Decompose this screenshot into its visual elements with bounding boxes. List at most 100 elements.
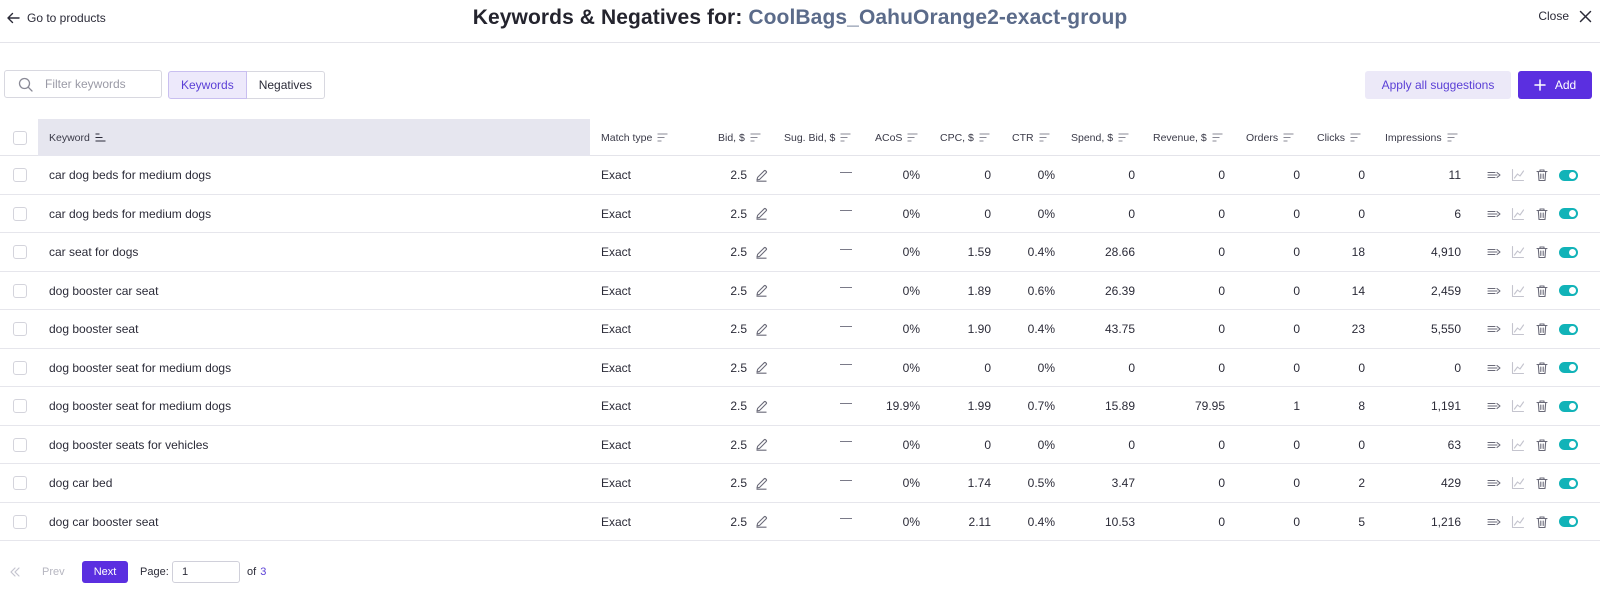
- pencil-icon[interactable]: [755, 477, 768, 490]
- row-checkbox[interactable]: [13, 168, 27, 182]
- keyword-enabled-toggle[interactable]: [1559, 169, 1578, 181]
- keyword-enabled-toggle[interactable]: [1559, 208, 1578, 219]
- pencil-icon[interactable]: [755, 438, 768, 451]
- bid-value: 2.5: [730, 168, 747, 182]
- add-button[interactable]: Add: [1518, 71, 1592, 99]
- filter-keywords-search[interactable]: [4, 70, 162, 98]
- tab-negatives[interactable]: Negatives: [246, 71, 326, 99]
- col-ctr[interactable]: CTR: [1012, 119, 1050, 156]
- select-all-checkbox[interactable]: [13, 131, 27, 145]
- keyword-enabled-toggle[interactable]: [1559, 246, 1578, 258]
- row-checkbox[interactable]: [13, 399, 27, 413]
- row-checkbox[interactable]: [13, 437, 27, 452]
- col-clicks-label: Clicks: [1317, 131, 1345, 144]
- move-arrow-icon[interactable]: [1487, 245, 1501, 259]
- row-checkbox[interactable]: [13, 245, 27, 259]
- col-match-type[interactable]: Match type: [601, 119, 668, 156]
- chart-icon[interactable]: [1511, 322, 1525, 336]
- sug-bid-cell: [840, 503, 852, 541]
- chart-icon[interactable]: [1511, 207, 1525, 221]
- trash-icon[interactable]: [1535, 322, 1549, 336]
- keyword-cell: dog car bed: [49, 476, 113, 490]
- table-row: dog car bed Exact 2.5 0% 1.74 0.5% 3.47 …: [0, 464, 1600, 503]
- move-arrow-icon[interactable]: [1487, 168, 1501, 182]
- close-button[interactable]: Close: [1538, 9, 1592, 23]
- col-keyword[interactable]: Keyword: [49, 119, 106, 156]
- page-number-input[interactable]: [172, 561, 240, 583]
- chart-icon[interactable]: [1511, 438, 1525, 452]
- next-page-button[interactable]: Next: [82, 561, 128, 583]
- pencil-icon[interactable]: [755, 284, 768, 297]
- pencil-icon[interactable]: [755, 246, 768, 259]
- chart-icon[interactable]: [1511, 361, 1525, 375]
- trash-icon[interactable]: [1535, 399, 1549, 413]
- trash-icon[interactable]: [1535, 476, 1549, 490]
- bid-cell: 2.5: [700, 233, 768, 271]
- row-checkbox[interactable]: [13, 206, 27, 221]
- trash-icon[interactable]: [1535, 168, 1549, 182]
- row-checkbox[interactable]: [13, 514, 27, 529]
- move-arrow-icon[interactable]: [1487, 207, 1501, 221]
- row-checkbox[interactable]: [13, 360, 27, 375]
- col-cpc[interactable]: CPC, $: [940, 119, 990, 156]
- keyword-enabled-toggle[interactable]: [1559, 400, 1578, 412]
- tab-keywords[interactable]: Keywords: [168, 71, 247, 99]
- col-sug-bid[interactable]: Sug. Bid, $: [784, 119, 851, 156]
- move-arrow-icon[interactable]: [1487, 361, 1501, 375]
- impressions-cell: 429: [1440, 476, 1461, 490]
- move-arrow-icon[interactable]: [1487, 322, 1501, 336]
- chart-icon[interactable]: [1511, 476, 1525, 490]
- prev-page-button[interactable]: Prev: [42, 566, 65, 578]
- go-to-products-label: Go to products: [27, 11, 106, 25]
- pencil-icon[interactable]: [755, 207, 768, 220]
- row-checkbox[interactable]: [13, 322, 27, 336]
- col-spend[interactable]: Spend, $: [1071, 119, 1129, 156]
- trash-icon[interactable]: [1535, 245, 1549, 259]
- row-actions: [1487, 195, 1578, 233]
- pencil-icon[interactable]: [755, 515, 768, 528]
- keyword-cell: car dog beds for medium dogs: [49, 168, 212, 182]
- trash-icon[interactable]: [1535, 361, 1549, 375]
- col-acos[interactable]: ACoS: [875, 119, 918, 156]
- keyword-enabled-toggle[interactable]: [1559, 285, 1578, 296]
- keyword-enabled-toggle[interactable]: [1559, 362, 1578, 373]
- pencil-icon[interactable]: [755, 361, 768, 374]
- trash-icon[interactable]: [1535, 438, 1549, 452]
- keyword-enabled-toggle[interactable]: [1559, 516, 1578, 527]
- col-orders[interactable]: Orders: [1246, 119, 1294, 156]
- chart-icon[interactable]: [1511, 399, 1525, 413]
- go-to-products-link[interactable]: Go to products: [6, 9, 106, 27]
- ctr-cell: 0.4%: [1027, 245, 1055, 259]
- trash-icon[interactable]: [1535, 515, 1549, 529]
- move-arrow-icon[interactable]: [1487, 476, 1501, 490]
- empty-value-dash: [840, 518, 852, 519]
- keyword-enabled-toggle[interactable]: [1559, 439, 1578, 450]
- move-arrow-icon[interactable]: [1487, 515, 1501, 529]
- chart-icon[interactable]: [1511, 245, 1525, 259]
- chart-icon[interactable]: [1511, 168, 1525, 182]
- keyword-enabled-toggle[interactable]: [1559, 323, 1578, 335]
- apply-all-suggestions-button[interactable]: Apply all suggestions: [1365, 71, 1511, 99]
- trash-icon[interactable]: [1535, 207, 1549, 221]
- col-bid[interactable]: Bid, $: [718, 119, 761, 156]
- move-arrow-icon[interactable]: [1487, 284, 1501, 298]
- chart-icon[interactable]: [1511, 284, 1525, 298]
- col-impressions[interactable]: Impressions: [1385, 119, 1458, 156]
- row-checkbox[interactable]: [13, 283, 27, 298]
- row-checkbox[interactable]: [13, 476, 27, 490]
- move-arrow-icon[interactable]: [1487, 438, 1501, 452]
- chart-icon[interactable]: [1511, 515, 1525, 529]
- search-input[interactable]: [45, 77, 155, 91]
- pencil-icon[interactable]: [755, 323, 768, 336]
- first-page-icon[interactable]: [9, 566, 21, 578]
- plus-icon: [1534, 79, 1546, 91]
- col-clicks[interactable]: Clicks: [1317, 119, 1361, 156]
- keyword-enabled-toggle[interactable]: [1559, 477, 1578, 489]
- pencil-icon[interactable]: [755, 169, 768, 182]
- trash-icon[interactable]: [1535, 284, 1549, 298]
- table-row: dog booster car seat Exact 2.5 0% 1.89 0…: [0, 272, 1600, 310]
- pencil-icon[interactable]: [755, 400, 768, 413]
- col-revenue[interactable]: Revenue, $: [1153, 119, 1223, 156]
- orders-cell: 0: [1293, 168, 1300, 182]
- move-arrow-icon[interactable]: [1487, 399, 1501, 413]
